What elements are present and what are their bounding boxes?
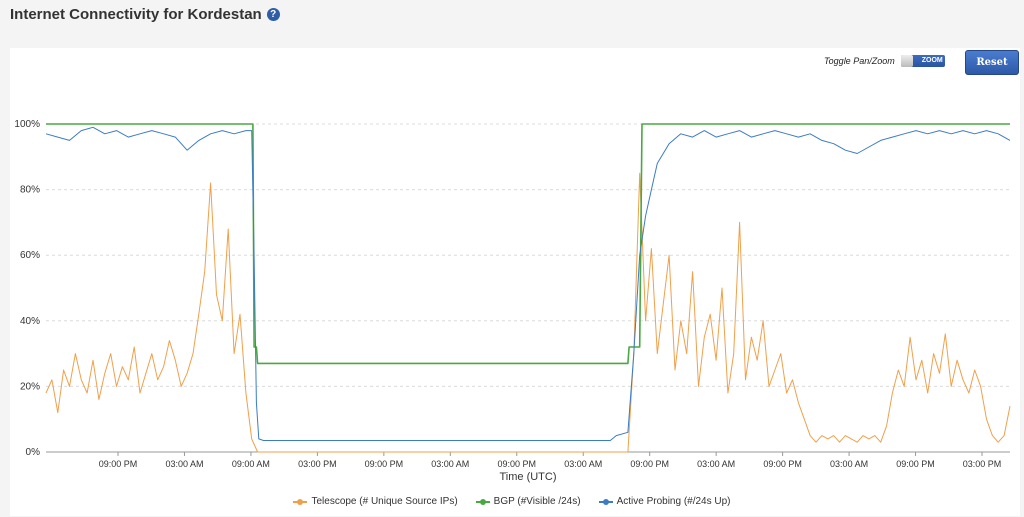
series-line-0	[45, 172, 1011, 453]
legend-item-1[interactable]: BGP (#Visible /24s)	[475, 496, 581, 507]
y-tick-label: 0%	[26, 447, 41, 458]
toggle-label: Toggle Pan/Zoom	[824, 56, 895, 66]
y-tick-label: 100%	[14, 119, 40, 130]
series-line-2	[45, 126, 1011, 441]
chart-legend: Telescope (# Unique Source IPs) BGP (#Vis…	[0, 496, 1024, 507]
toggle-knob[interactable]	[900, 55, 913, 67]
x-tick-label: 03:00 PM	[963, 459, 1002, 469]
legend-swatch	[475, 498, 490, 505]
x-axis-label: Time (UTC)	[499, 471, 556, 483]
y-tick-label: 40%	[20, 316, 40, 327]
page-title: Internet Connectivity for Kordestan ?	[10, 6, 280, 23]
legend-item-0[interactable]: Telescope (# Unique Source IPs)	[293, 496, 458, 507]
series-line-1	[46, 123, 1010, 365]
x-tick-label: 09:00 PM	[99, 459, 138, 469]
x-tick-label: 03:00 AM	[165, 459, 203, 469]
legend-label: Active Probing (#/24s Up)	[616, 496, 731, 507]
y-tick-label: 60%	[20, 250, 40, 261]
legend-label: Telescope (# Unique Source IPs)	[311, 496, 458, 507]
page-title-text: Internet Connectivity for Kordestan	[10, 6, 262, 23]
x-tick-label: 09:00 PM	[630, 459, 669, 469]
x-tick-label: 09:00 PM	[763, 459, 802, 469]
x-tick-label: 09:00 AM	[232, 459, 270, 469]
x-tick-label: 03:00 AM	[564, 459, 602, 469]
toggle-switch[interactable]: ZOOM	[900, 55, 945, 67]
x-tick-label: 09:00 PM	[498, 459, 537, 469]
x-tick-label: 03:00 AM	[431, 459, 469, 469]
reset-button[interactable]: Reset	[965, 50, 1019, 75]
legend-item-2[interactable]: Active Probing (#/24s Up)	[598, 496, 731, 507]
x-tick-label: 03:00 PM	[298, 459, 337, 469]
x-tick-label: 09:00 PM	[365, 459, 404, 469]
chart-panel	[10, 48, 1020, 516]
help-icon[interactable]: ?	[266, 8, 280, 21]
x-tick-label: 09:00 PM	[896, 459, 935, 469]
x-tick-label: 03:00 AM	[697, 459, 735, 469]
y-tick-label: 20%	[20, 381, 40, 392]
toggle-state: ZOOM	[921, 57, 943, 64]
x-tick-label: 03:00 AM	[830, 459, 868, 469]
legend-label: BGP (#Visible /24s)	[493, 496, 581, 507]
pan-zoom-toggle[interactable]: Toggle Pan/Zoom ZOOM	[824, 55, 945, 67]
legend-swatch	[293, 498, 308, 505]
y-tick-label: 80%	[20, 185, 40, 196]
legend-swatch	[598, 498, 613, 505]
